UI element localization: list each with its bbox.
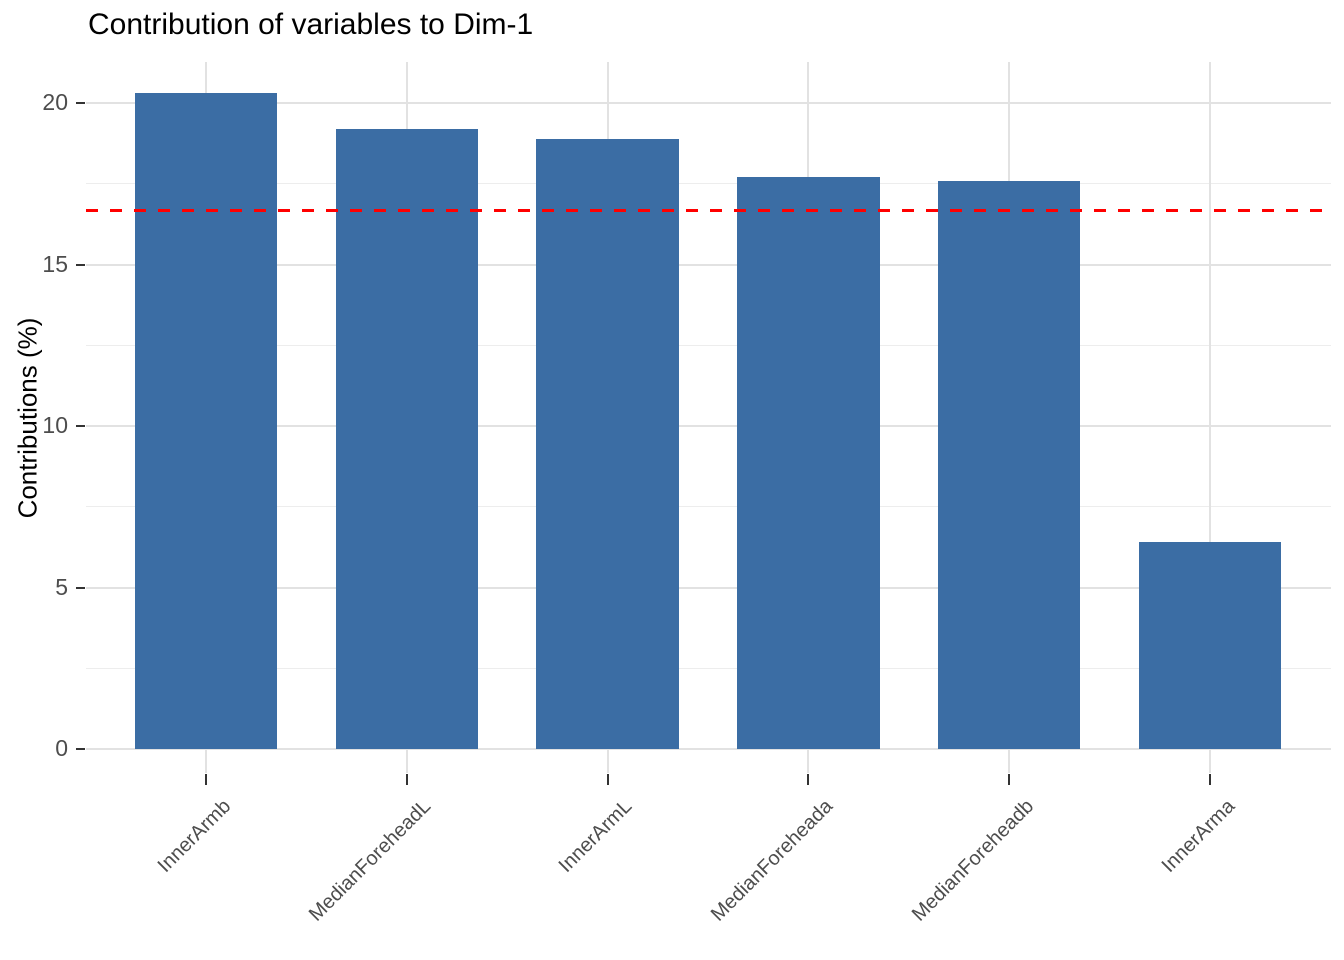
chart-title: Contribution of variables to Dim-1 [88,8,534,41]
h-gridline-minor [85,183,1331,185]
h-gridline-major [85,425,1331,428]
x-tick-mark [606,774,609,785]
y-tick-mark [76,102,85,105]
bar-InnerArma [1138,542,1282,750]
y-tick-label: 0 [55,735,68,762]
y-tick-label: 15 [42,250,68,277]
bar-InnerArmb [134,93,278,750]
bar-MedianForeheadL [335,128,479,750]
h-gridline-major [85,748,1331,751]
x-tick-label: InnerArmL [554,795,637,877]
v-gridline [1209,62,1212,773]
h-gridline-minor [85,344,1331,346]
bar-InnerArmL [536,138,679,750]
y-tick-label: 20 [42,89,68,116]
x-tick-mark [204,774,207,785]
h-gridline-major [85,586,1331,589]
h-gridline-major [85,263,1331,266]
x-tick-mark [1008,774,1011,785]
x-tick-label: InnerArma [1157,795,1239,877]
y-tick-mark [76,263,85,266]
y-tick-mark [76,748,85,751]
y-tick-mark [76,586,85,589]
h-gridline-major [85,102,1331,105]
h-gridline-minor [85,667,1331,669]
y-tick-mark [76,425,85,428]
h-gridline-minor [85,506,1331,508]
reference-line [85,209,1331,213]
x-tick-label: InnerArmb [153,795,235,877]
x-tick-mark [1209,774,1212,785]
bar-MedianForeheadb [937,180,1081,750]
y-tick-label: 10 [42,412,68,439]
bar-MedianForeheada [737,177,880,750]
y-tick-label: 5 [55,573,68,600]
x-tick-mark [807,774,810,785]
x-tick-mark [405,774,408,785]
x-tick-label: MedianForeheada [706,795,838,926]
x-tick-label: MedianForeheadL [305,795,436,926]
x-tick-label: MedianForeheadb [907,795,1039,926]
